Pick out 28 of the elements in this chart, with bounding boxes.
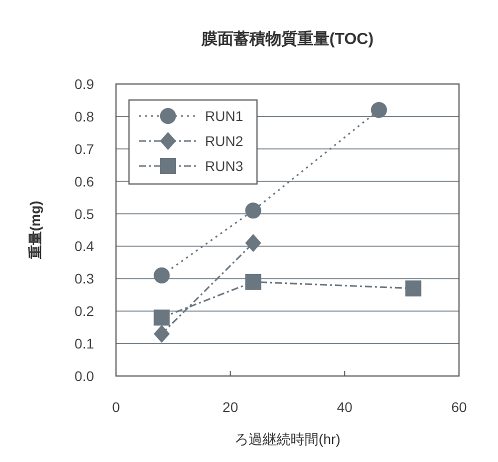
point — [245, 202, 262, 219]
x-tick-label: 20 — [222, 399, 238, 415]
point — [245, 274, 262, 290]
y-tick-label: 0.5 — [74, 206, 94, 222]
y-tick-label: 0.1 — [74, 336, 94, 352]
point — [245, 234, 262, 252]
legend-label: RUN3 — [205, 158, 244, 174]
y-tick-label: 0.6 — [74, 173, 94, 190]
y-axis-title: 重量(mg) — [27, 200, 43, 260]
y-tick-label: 0.3 — [74, 270, 94, 287]
point — [154, 324, 170, 343]
x-axis-title: ろ過継続時間(hr) — [234, 431, 340, 447]
y-tick-label: 0.4 — [74, 238, 94, 254]
legend-label: RUN1 — [205, 108, 244, 124]
point — [154, 267, 170, 284]
x-tick-label: 60 — [451, 399, 467, 415]
x-tick-label: 0 — [112, 399, 120, 415]
point — [370, 102, 387, 118]
x-tick-label: 40 — [336, 399, 353, 415]
y-tick-label: 0.2 — [74, 303, 94, 320]
point — [154, 310, 170, 326]
chart-title: 膜面蓄積物質重量(TOC) — [200, 30, 374, 48]
point — [405, 280, 422, 296]
legend-label: RUN2 — [205, 133, 244, 149]
y-tick-label: 0.9 — [74, 76, 94, 92]
y-tick-label: 0.0 — [74, 368, 94, 384]
y-tick-label: 0.7 — [74, 140, 94, 157]
y-tick-label: 0.8 — [74, 108, 94, 124]
